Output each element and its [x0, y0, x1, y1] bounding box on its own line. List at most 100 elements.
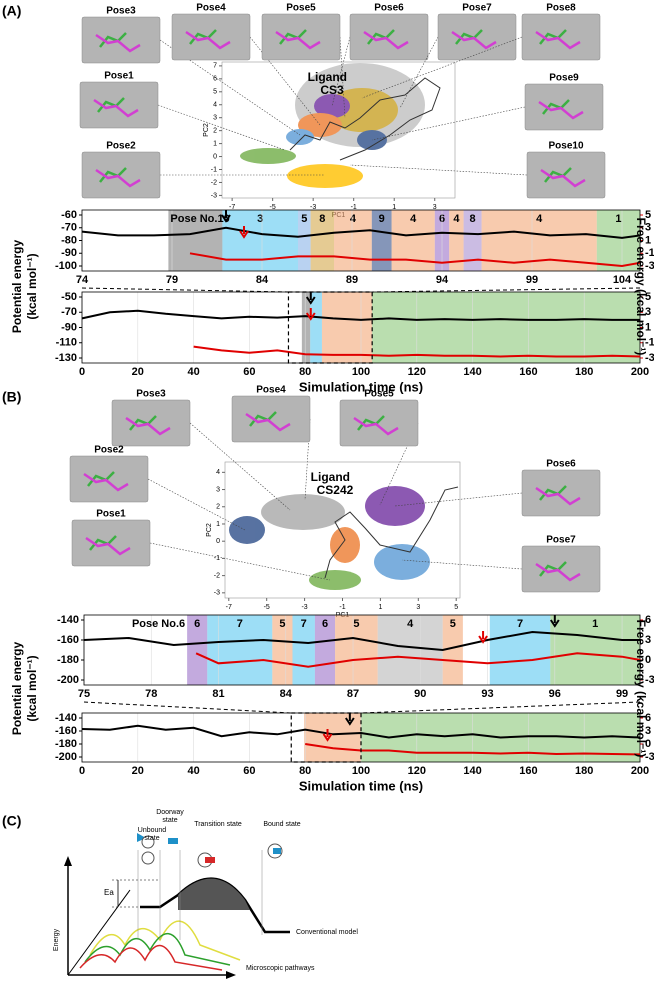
y-tick-label: -2	[211, 179, 217, 186]
pose-label: Pose1	[104, 71, 134, 82]
plot-frame	[83, 614, 641, 686]
pose-image	[261, 13, 341, 61]
x-tick-label: 75	[78, 688, 90, 700]
y-tick-label: 2	[213, 127, 217, 134]
y-tick-label: -80	[61, 234, 77, 246]
x-tick-label: -3	[301, 604, 307, 611]
y-tick-label: -180	[55, 738, 77, 750]
x-tick-label: 1	[392, 204, 396, 211]
x-tick-label: 1	[378, 604, 382, 611]
y-axis-label: Potential energy	[10, 641, 24, 735]
ligand-pose	[93, 98, 139, 118]
ligand-pose	[245, 412, 291, 432]
zoom-connector	[372, 287, 641, 293]
y-tick-label: -2	[214, 572, 220, 579]
y-tick-label: -1	[211, 166, 217, 173]
ligand-ref	[129, 415, 157, 431]
ligand-ref	[367, 29, 395, 45]
pose-segment	[372, 292, 640, 363]
pca-title: CS242	[317, 483, 354, 497]
pose-label: Pose3	[106, 6, 136, 17]
x-tick-label: 3	[416, 604, 420, 611]
ea-label: Ea	[104, 888, 114, 897]
pose-label: Pose1	[96, 509, 126, 520]
pose-image	[111, 399, 191, 447]
potential-trace	[81, 724, 641, 739]
segment-label: 4	[453, 213, 460, 225]
potential-trace	[81, 309, 640, 321]
x-tick-label: 84	[256, 274, 269, 286]
y-tick-label: 7	[213, 63, 217, 70]
y-tick-label: -3	[211, 192, 217, 199]
ligand-ref	[249, 411, 277, 427]
event-arrow	[322, 729, 333, 742]
energy-diagram	[64, 833, 290, 979]
y-tick-label: -100	[55, 260, 77, 272]
pose-image	[524, 83, 604, 131]
y-tick-label: 4	[213, 102, 217, 109]
state-label: Bound state	[263, 821, 300, 828]
x-tick-label: 200	[631, 366, 649, 378]
y-tick-label: 3	[213, 115, 217, 122]
segment-label: 1	[592, 618, 598, 630]
pca-frame	[221, 61, 456, 199]
pose-image	[349, 13, 429, 61]
x-axis-label: Simulation time (ns)	[299, 778, 423, 793]
x-tick-label: 0	[79, 765, 85, 777]
event-arrow	[345, 713, 355, 726]
x-tick-label: -1	[351, 204, 357, 211]
pose-image	[231, 395, 311, 443]
pose-label: Pose2	[106, 141, 136, 152]
panel-label: (A)	[2, 3, 21, 19]
y-tick-label: 5	[213, 89, 217, 96]
x-tick-label: 120	[408, 366, 426, 378]
pose-image	[81, 151, 161, 199]
x-tick-label: 40	[187, 366, 199, 378]
event-arrow	[305, 292, 316, 305]
state-label: Doorway	[156, 809, 184, 816]
ligand-pose	[85, 536, 131, 556]
pose-image	[81, 16, 161, 64]
segment-label: 5	[353, 618, 359, 630]
pca-title: CS3	[320, 83, 344, 97]
ligand-pose	[535, 562, 581, 582]
segment-label: 4	[410, 213, 417, 225]
ligand-ref	[99, 167, 127, 183]
x-tick-label: 100	[352, 366, 370, 378]
y-tick-label: 1	[216, 521, 220, 528]
pose-segment	[187, 615, 208, 685]
pose-connector	[401, 559, 523, 570]
pose-segment	[310, 292, 322, 363]
ligand-ref	[97, 97, 125, 113]
pose-image	[521, 469, 601, 517]
x-tick-label: 3	[433, 204, 437, 211]
pose-connector	[157, 104, 286, 151]
pose-image	[437, 13, 517, 61]
y-axis-label: PC2	[206, 523, 213, 537]
pose-segment	[489, 615, 551, 685]
pca-title: Ligand	[308, 70, 347, 84]
y2-tick-label: -3	[645, 674, 654, 686]
x-tick-label: 40	[187, 765, 199, 777]
event-arrow	[239, 226, 249, 239]
ligand-pose	[538, 100, 584, 120]
state-label: Transition state	[194, 821, 242, 828]
pose-image	[69, 455, 149, 503]
pose-connector	[394, 492, 523, 507]
y-tick-label: 2	[216, 504, 220, 511]
model-label: Microscopic pathways	[246, 965, 315, 972]
segment-label: 4	[350, 213, 357, 225]
pose-segment	[321, 292, 373, 363]
x-tick-label: -5	[270, 204, 276, 211]
y-tick-label: -140	[55, 712, 77, 724]
potential-trace	[83, 630, 640, 652]
zoom-connector	[83, 701, 292, 714]
x-tick-label: 99	[616, 688, 628, 700]
y-tick-label: -70	[61, 306, 77, 318]
y-tick-label: -50	[61, 291, 77, 303]
ligand-ref	[542, 99, 570, 115]
x-tick-label: 100	[352, 765, 370, 777]
ligand-ref	[539, 485, 567, 501]
y2-axis-label: Free energy (kcal mol⁻¹)	[634, 620, 648, 758]
ligand-pose	[275, 30, 321, 50]
